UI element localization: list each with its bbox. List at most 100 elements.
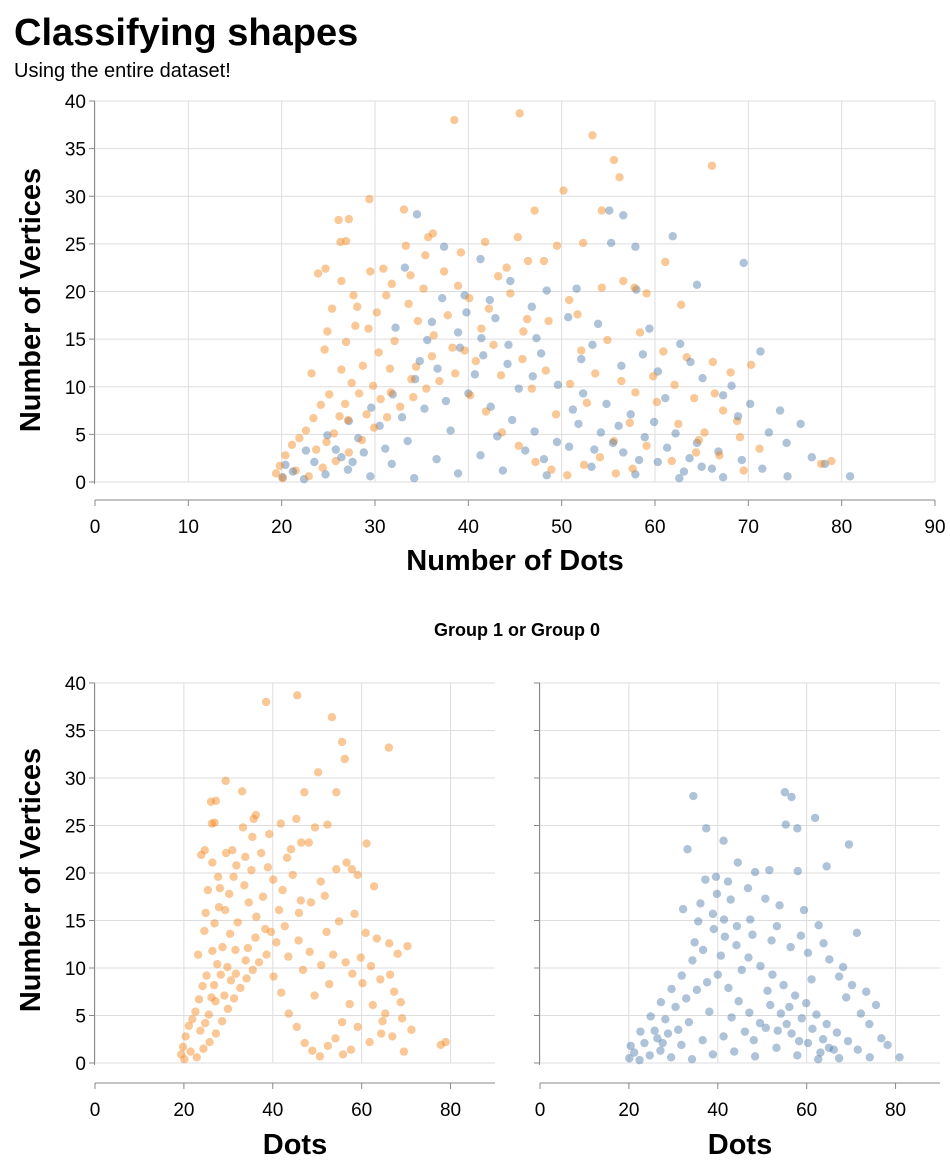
data-point-group-1 <box>506 289 515 298</box>
data-point-group-0 <box>682 994 691 1003</box>
data-point-group-1 <box>342 858 351 867</box>
data-point-group-0 <box>687 1055 697 1064</box>
data-point-group-0 <box>553 380 563 390</box>
data-point-group-0 <box>536 349 546 358</box>
data-point-group-1 <box>249 814 258 824</box>
data-point-group-1 <box>667 456 676 466</box>
data-point-group-0 <box>433 364 442 373</box>
data-point-group-1 <box>628 464 637 473</box>
data-point-group-0 <box>587 462 596 471</box>
data-point-group-0 <box>590 445 599 454</box>
data-point-group-1 <box>356 953 365 962</box>
data-point-group-1 <box>378 1017 387 1026</box>
data-point-group-1 <box>631 388 640 397</box>
data-point-group-1 <box>236 983 245 993</box>
data-point-group-1 <box>322 927 331 937</box>
data-point-group-1 <box>351 321 360 330</box>
data-point-group-0 <box>734 997 743 1006</box>
data-point-group-1 <box>361 928 370 938</box>
data-point-group-1 <box>381 1009 390 1018</box>
data-point-group-0 <box>498 466 508 475</box>
data-point-group-1 <box>357 435 367 445</box>
data-point-group-1 <box>387 279 396 289</box>
data-point-group-1 <box>317 960 326 970</box>
data-point-group-0 <box>763 986 772 995</box>
y-axis-title: Number of Vertices <box>15 748 47 1012</box>
data-point-group-1 <box>477 324 486 333</box>
data-point-group-1 <box>362 410 371 419</box>
data-point-group-0 <box>619 211 628 220</box>
data-point-group-0 <box>310 457 319 467</box>
data-point-group-1 <box>306 898 316 907</box>
data-point-group-0 <box>671 429 680 438</box>
data-point-group-0 <box>794 1036 804 1046</box>
data-point-group-1 <box>297 838 306 847</box>
data-point-group-1 <box>199 1044 208 1053</box>
data-point-group-0 <box>530 427 539 436</box>
y-tick-label: 10 <box>65 959 86 980</box>
data-point-group-0 <box>852 928 862 938</box>
data-point-group-0 <box>739 258 748 268</box>
facet-panel-group-0: 0 20 40 60 80 Dots <box>534 682 940 1161</box>
data-point-group-1 <box>588 131 597 140</box>
data-point-group-0 <box>663 1029 673 1038</box>
data-point-group-0 <box>542 286 551 295</box>
data-point-group-1 <box>732 416 742 426</box>
data-point-group-1 <box>194 995 204 1004</box>
data-point-group-0 <box>853 1045 862 1054</box>
data-point-group-0 <box>476 451 485 460</box>
data-point-group-0 <box>871 1000 881 1010</box>
data-point-group-1 <box>519 327 528 336</box>
data-point-group-1 <box>272 938 281 947</box>
y-tick-label: 15 <box>65 330 86 351</box>
data-point-group-1 <box>439 267 449 276</box>
gridlines <box>539 682 940 1064</box>
data-point-group-1 <box>816 459 826 469</box>
data-point-group-0 <box>439 242 449 251</box>
x-tick-label: 0 <box>90 517 101 538</box>
data-point-group-1 <box>323 820 332 829</box>
data-point-group-1 <box>240 881 249 890</box>
data-point-group-0 <box>749 1036 758 1045</box>
data-point-group-1 <box>200 846 209 855</box>
data-point-group-1 <box>312 445 321 454</box>
data-point-group-1 <box>349 291 358 300</box>
data-point-group-0 <box>410 473 419 483</box>
data-point-group-0 <box>674 1025 683 1034</box>
data-point-group-0 <box>844 840 854 849</box>
data-point-group-0 <box>635 1055 644 1065</box>
data-point-group-1 <box>213 960 222 969</box>
data-point-group-1 <box>348 969 357 978</box>
data-point-group-0 <box>825 955 834 964</box>
data-point-group-0 <box>707 464 717 473</box>
data-point-group-1 <box>694 435 704 445</box>
data-point-group-1 <box>615 173 624 182</box>
data-point-group-1 <box>278 885 287 895</box>
data-point-group-0 <box>730 1047 739 1056</box>
data-point-group-1 <box>652 397 662 407</box>
data-point-group-0 <box>810 813 820 823</box>
data-point-group-1 <box>358 979 367 988</box>
data-point-group-1 <box>276 819 285 828</box>
data-point-group-0 <box>446 426 455 435</box>
data-point-group-1 <box>484 304 494 313</box>
data-point-group-0 <box>832 1028 842 1037</box>
data-point-group-0 <box>865 1019 874 1029</box>
data-point-group-0 <box>745 1008 754 1017</box>
data-point-group-1 <box>365 1037 374 1047</box>
data-point-group-1 <box>376 975 385 984</box>
data-point-group-0 <box>793 866 802 876</box>
x-axis-title: Dots <box>708 1129 772 1161</box>
data-point-group-1 <box>377 1029 386 1038</box>
data-point-group-1 <box>197 850 206 860</box>
data-point-group-1 <box>424 233 433 242</box>
data-point-group-1 <box>579 460 589 470</box>
data-point-group-0 <box>415 356 424 366</box>
data-point-group-1 <box>385 970 395 979</box>
data-point-group-1 <box>386 388 396 397</box>
data-point-group-0 <box>772 922 782 931</box>
y-tick-label: 40 <box>65 92 86 113</box>
data-point-group-0 <box>822 1019 831 1029</box>
data-point-group-0 <box>602 399 611 409</box>
data-point-group-1 <box>354 389 364 398</box>
